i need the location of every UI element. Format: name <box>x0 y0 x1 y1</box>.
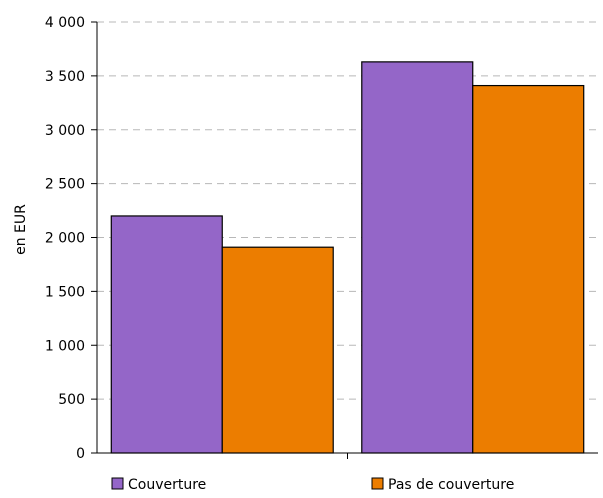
y-tick-label: 2 000 <box>45 231 85 247</box>
bar-pas-de-couverture-1 <box>221 246 334 454</box>
axes <box>91 21 598 459</box>
y-tick-label: 1 500 <box>45 284 85 300</box>
legend-swatch-1 <box>111 477 124 490</box>
bar-pas-de-couverture-2 <box>472 84 585 454</box>
legend-swatch-2 <box>371 477 384 490</box>
y-tick-label: 3 500 <box>45 69 85 85</box>
legend-label-2: Pas de couverture <box>388 477 514 493</box>
y-tick-label: 500 <box>58 392 85 408</box>
legend-label-1: Couverture <box>128 477 206 493</box>
bar-couverture-2 <box>361 61 474 454</box>
y-tick-labels: 0 500 1 000 1 500 2 000 2 500 3 000 3 500 4 000 <box>45 15 85 462</box>
y-tick-label: 1 000 <box>45 338 85 354</box>
y-tick-label: 0 <box>76 446 85 462</box>
bars <box>110 61 585 454</box>
y-tick-label: 4 000 <box>45 15 85 31</box>
y-tick-label: 2 500 <box>45 177 85 193</box>
legend: Couverture Pas de couverture <box>111 477 514 493</box>
bar-couverture-1 <box>110 215 223 454</box>
y-tick-label: 3 000 <box>45 123 85 139</box>
y-axis-title: en EUR <box>13 204 29 255</box>
